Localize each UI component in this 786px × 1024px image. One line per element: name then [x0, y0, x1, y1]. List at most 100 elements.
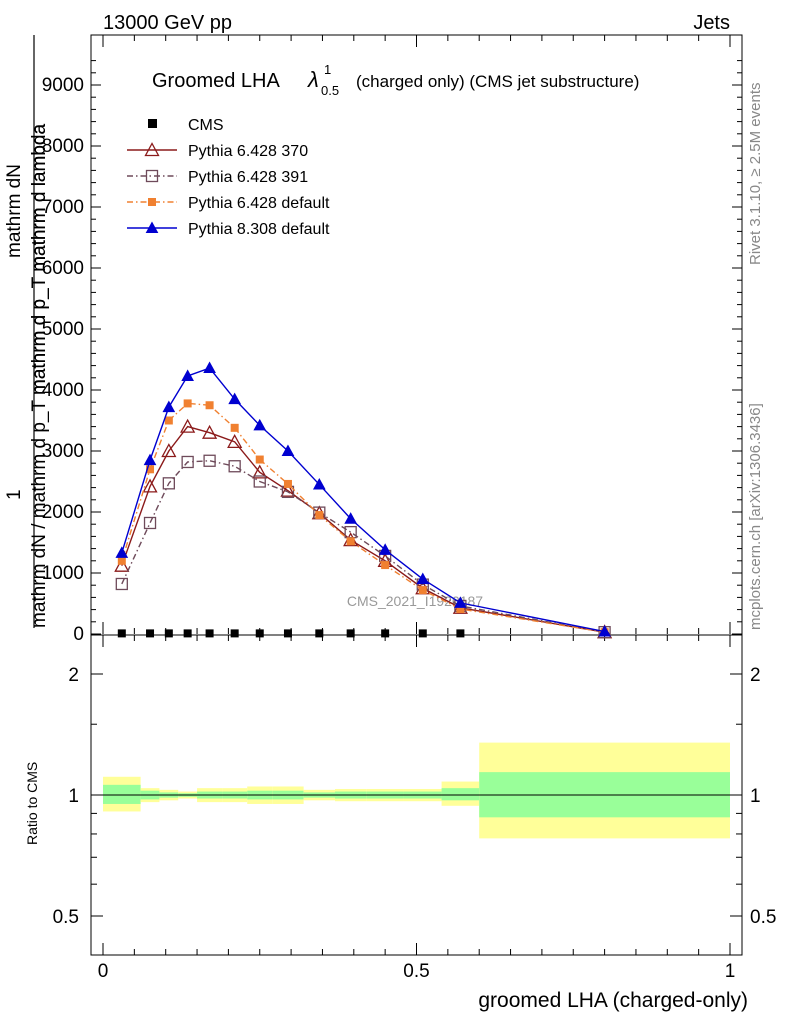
- cms-data-point: [117, 629, 126, 638]
- legend-marker: [148, 198, 156, 206]
- series-point: [161, 443, 177, 458]
- ratio-tick-label-left: 1: [68, 786, 79, 807]
- series-point: [346, 537, 355, 546]
- cms-data-point: [418, 629, 427, 638]
- cms-data-group: [117, 629, 465, 638]
- series-point: [183, 399, 192, 408]
- series-point: [283, 479, 292, 488]
- series-point: [598, 625, 611, 637]
- y-tick-label: 8000: [42, 136, 84, 157]
- series-point: [162, 477, 175, 490]
- cms-data-point: [183, 629, 192, 638]
- title-sub: 0.5: [321, 83, 339, 98]
- header-right: Jets: [693, 12, 730, 34]
- y-tick-label: 2000: [42, 502, 84, 523]
- series-point: [205, 401, 214, 410]
- series-point: [143, 516, 157, 530]
- series-point: [416, 572, 430, 585]
- ratio-tick-label-left: 0.5: [53, 907, 79, 928]
- legend-cms-marker: [148, 119, 157, 128]
- series-point: [456, 604, 465, 613]
- ratio-tick-label-right: 2: [750, 665, 761, 686]
- series-point: [142, 478, 158, 493]
- series-point: [115, 546, 129, 558]
- y-tick-label: 4000: [42, 380, 84, 401]
- series-point: [114, 557, 130, 572]
- series-line: [121, 460, 605, 633]
- series-point: [227, 433, 243, 449]
- series-point: [252, 464, 268, 479]
- x-tick-label: 0: [98, 961, 109, 982]
- cms-data-point: [283, 629, 292, 638]
- series-point: [312, 478, 326, 490]
- x-tick-label: 1: [725, 961, 736, 982]
- legend-marker: [144, 142, 160, 157]
- y-tick-label: 6000: [42, 258, 84, 279]
- legend-cms-label: CMS: [188, 117, 224, 134]
- legend-label: Pythia 8.308 default: [188, 221, 330, 238]
- ratio-tick-label-right: 1: [750, 786, 761, 807]
- legend-marker: [145, 221, 159, 233]
- cms-data-point: [205, 629, 214, 638]
- series-point: [228, 460, 241, 473]
- series-point: [162, 400, 176, 413]
- series-group: [114, 361, 613, 639]
- title-rest: (charged only) (CMS jet substructure): [356, 72, 639, 91]
- legend-marker: [145, 169, 159, 183]
- title-lambda: λ: [307, 67, 319, 92]
- y-tick-label: 3000: [42, 441, 84, 462]
- series-point: [203, 361, 216, 374]
- ratio-tick-label-right: 0.5: [750, 907, 776, 928]
- header-left: 13000 GeV pp: [103, 12, 232, 34]
- series-point: [146, 465, 155, 474]
- title-sup: 1: [324, 62, 331, 77]
- cms-data-point: [164, 629, 173, 638]
- rivet-label: Rivet 3.1.10, ≥ 2.5M events: [747, 83, 764, 266]
- ratio-bands: [103, 742, 730, 839]
- series-point: [255, 455, 264, 464]
- series-point: [253, 418, 267, 431]
- series-point: [230, 423, 239, 432]
- cms-data-point: [456, 629, 465, 638]
- ratio-ylabel: Ratio to CMS: [24, 762, 40, 845]
- mcplots-label: mcplots.cern.ch [arXiv:1306.3436]: [747, 403, 764, 630]
- legend-label: Pythia 6.428 391: [188, 169, 308, 186]
- series-point: [315, 511, 324, 520]
- y-axis-label: mathrm dN mathrm d p_T mathrm d lambda 1…: [4, 35, 50, 628]
- series-point: [164, 416, 173, 425]
- ratio-band-green: [441, 788, 480, 801]
- ylabel-line2: mathrm dN / mathrm d p_T mathrm d p_T ma…: [29, 124, 50, 628]
- series-point: [418, 586, 427, 595]
- cms-data-point: [146, 629, 155, 638]
- legend: CMS Pythia 6.428 370 Pythia 6.428 391 Pythi…: [127, 117, 330, 238]
- y-tick-label: 5000: [42, 319, 84, 340]
- ratio-tick-label-left: 2: [68, 665, 79, 686]
- title-main: Groomed LHA: [152, 70, 280, 92]
- y-tick-label: 9000: [42, 75, 84, 96]
- series-point: [203, 454, 216, 467]
- series-line: [121, 367, 605, 633]
- series-point: [115, 577, 128, 591]
- cms-data-point: [255, 629, 264, 638]
- ylabel-top: mathrm dN: [4, 164, 25, 258]
- series-point: [117, 556, 126, 565]
- axis-ticks: 0 1000 2000 3000 4000 5000 6000 7000 8000 9000 0 0.…: [42, 35, 776, 982]
- series-line: [121, 425, 605, 633]
- y-tick-label: 7000: [42, 197, 84, 218]
- x-axis-label: groomed LHA (charged-only): [478, 989, 748, 1012]
- series-point: [143, 453, 157, 466]
- series-point: [280, 482, 296, 497]
- series-point: [181, 369, 194, 381]
- series-point: [181, 455, 194, 469]
- series-point: [253, 475, 266, 488]
- series-point: [180, 418, 196, 433]
- cms-data-point: [381, 629, 390, 638]
- series-point: [228, 392, 242, 405]
- series-point: [281, 444, 295, 456]
- y-tick-label: 1000: [42, 563, 84, 584]
- series-point: [381, 561, 390, 570]
- series-point: [378, 543, 392, 555]
- series-point: [344, 512, 358, 524]
- series-point: [454, 596, 467, 608]
